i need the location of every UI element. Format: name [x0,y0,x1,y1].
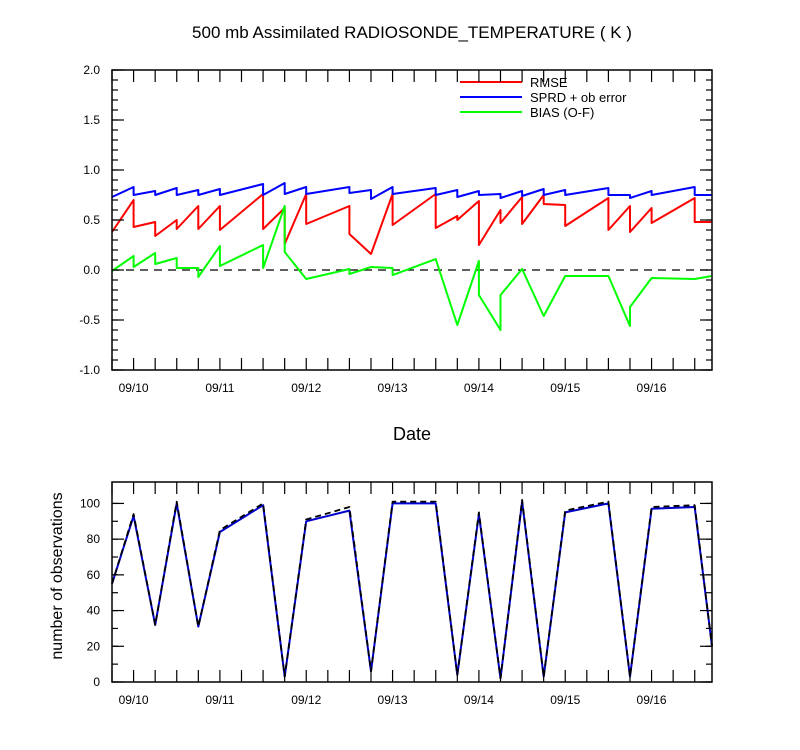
top-plot-frame [111,69,713,371]
y-tick-label-40: 40 [87,604,101,618]
x-axis-label: Date [393,424,431,444]
y-tick-label-2-0: 2.0 [83,63,100,77]
x-tick-label-09-14: 09/14 [464,381,494,395]
x-tick-label-09-14: 09/14 [464,693,494,707]
legend-label-rmse: RMSE [530,75,568,90]
bottom-series-group [111,499,713,680]
y-tick-label-0-5: 0.5 [83,213,100,227]
top-x-ticks: 09/10 09/11 09/12 09/13 09/14 09/15 09/16 [111,70,696,395]
series-line-sprd-ob-error [111,182,712,200]
series-line-bias-o-f [111,205,713,331]
rmse-bias-panel: 500 mb Assimilated RADIOSONDE_TEMPERATUR… [79,23,713,444]
x-tick-label-09-11: 09/11 [205,693,234,707]
y-tick-label-80: 80 [87,532,101,546]
x-tick-label-09-13: 09/13 [378,381,408,395]
x-tick-label-09-15: 09/15 [550,693,580,707]
y-axis-label-observations: number of observations [49,492,66,659]
y-tick-label-60: 60 [87,568,101,582]
x-tick-label-09-12: 09/12 [291,693,321,707]
y-tick-label-1-0: -1.0 [79,363,100,377]
chart-title: 500 mb Assimilated RADIOSONDE_TEMPERATUR… [192,23,632,42]
x-tick-label-09-10: 09/10 [119,693,149,707]
bottom-plot-frame [111,481,713,683]
top-series-group [111,182,713,331]
y-tick-label-0-5: -0.5 [79,313,100,327]
x-tick-label-09-11: 09/11 [205,381,234,395]
y-tick-label-1-0: 1.0 [83,163,100,177]
x-tick-label-09-10: 09/10 [119,381,149,395]
y-tick-label-100: 100 [80,496,100,510]
x-tick-label-09-15: 09/15 [550,381,580,395]
y-tick-label-20: 20 [87,639,101,653]
observations-panel: 09/10 09/11 09/12 09/13 09/14 09/15 09/16 0 20 4… [49,481,713,707]
x-tick-label-09-12: 09/12 [291,381,321,395]
series-line-solid [111,500,713,680]
legend-label-bias-o-f: BIAS (O-F) [530,105,594,120]
y-tick-label-1-5: 1.5 [83,113,100,127]
x-tick-label-09-13: 09/13 [378,693,408,707]
top-y-ticks: -1.0 -0.5 0.0 0.5 1.0 1.5 2.0 [79,63,712,377]
legend-label-sprd-ob-error: SPRD + ob error [530,90,627,105]
y-tick-label-0: 0 [93,675,100,689]
x-tick-label-09-16: 09/16 [637,693,667,707]
y-tick-label-0-0: 0.0 [83,263,100,277]
bottom-x-ticks: 09/10 09/11 09/12 09/13 09/14 09/15 09/16 [111,482,696,707]
series-line-dashed [111,499,713,680]
series-line-rmse [111,193,712,255]
x-tick-label-09-16: 09/16 [637,381,667,395]
bottom-y-ticks: 0 20 40 60 80 100 [80,496,712,689]
